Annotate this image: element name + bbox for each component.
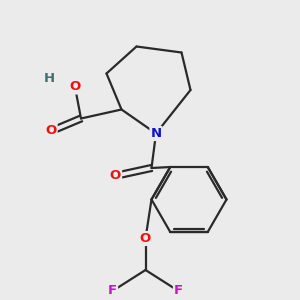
Text: N: N	[150, 127, 162, 140]
Text: H: H	[44, 71, 55, 85]
Text: O: O	[45, 124, 57, 137]
Text: O: O	[69, 80, 81, 94]
Text: O: O	[110, 169, 121, 182]
Text: O: O	[140, 232, 151, 245]
Text: H: H	[42, 70, 54, 83]
Text: F: F	[108, 284, 117, 298]
Text: F: F	[174, 284, 183, 298]
